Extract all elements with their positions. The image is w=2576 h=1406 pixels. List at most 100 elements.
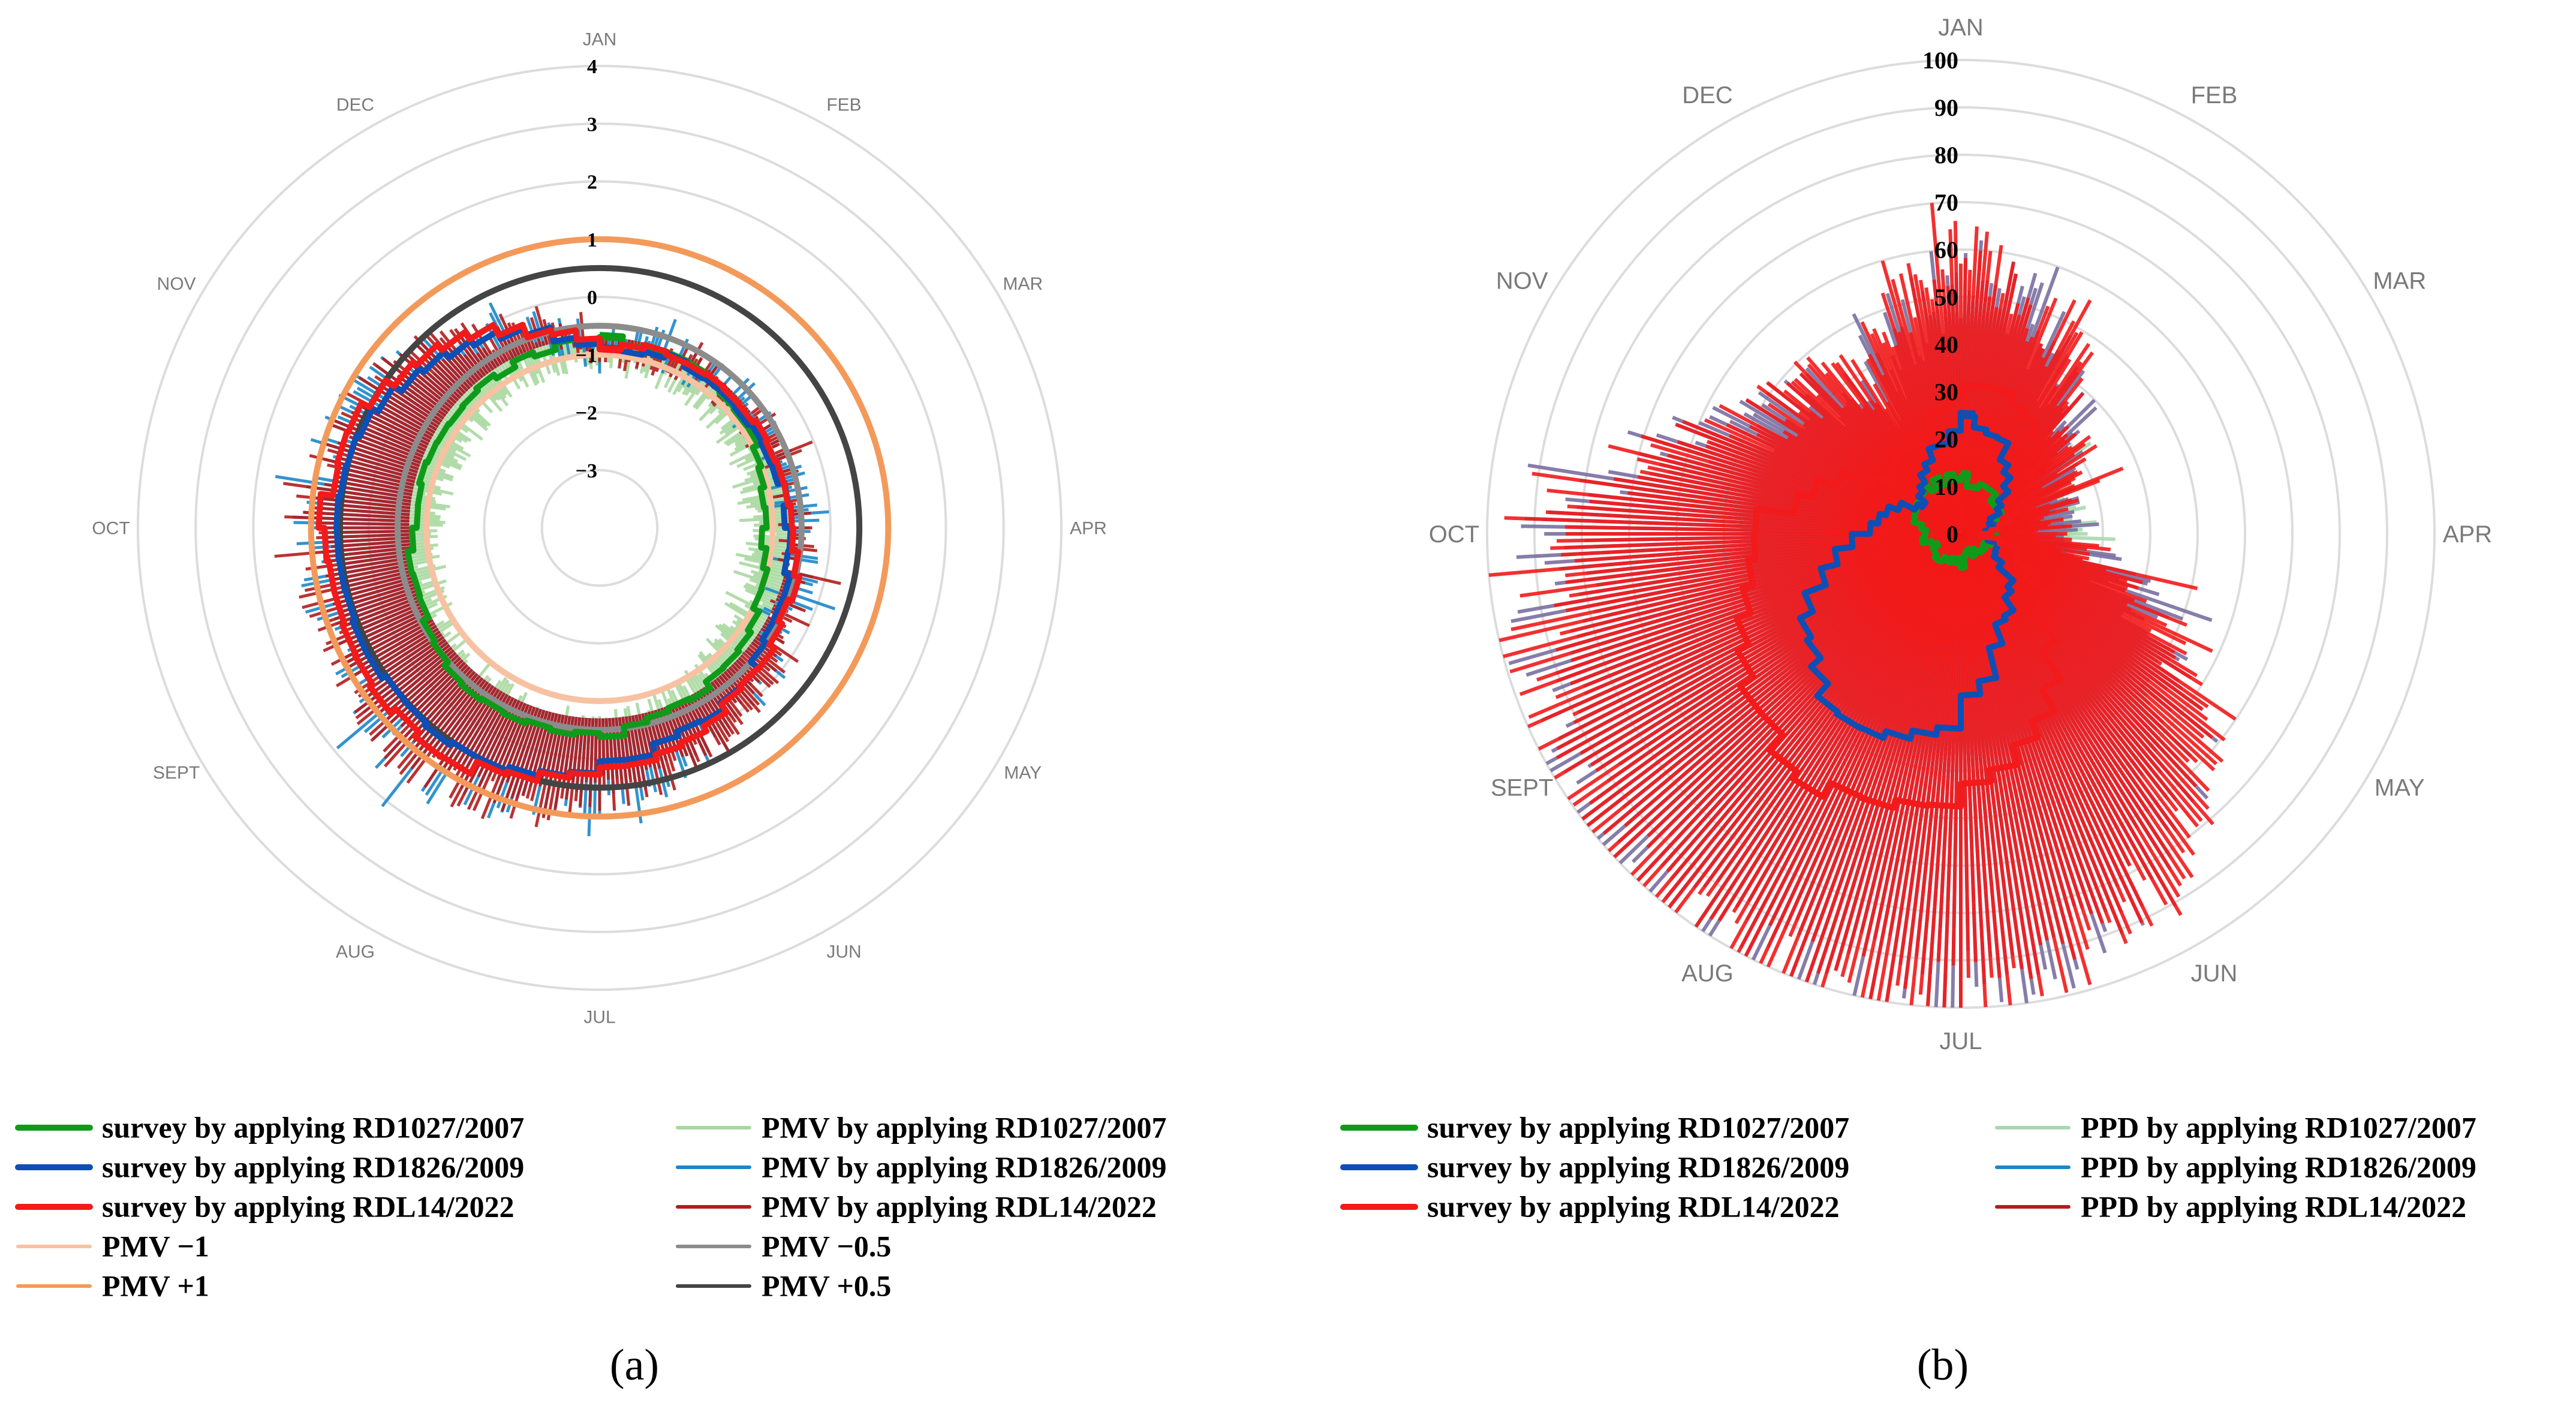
panel-a-bar <box>413 564 419 569</box>
panel-b-r-tick-label: 70 <box>1934 189 1958 216</box>
legend-item-survey-by-applying-rdl14-2022: survey by applying RDL14/2022 <box>15 1190 514 1224</box>
panel-a-bar <box>431 681 489 759</box>
panel-b-r-tick-label: 100 <box>1922 47 1958 74</box>
panel-a-bar <box>762 602 773 610</box>
panel-b-radar-chart: 1009080706050403020100JANFEBMARAPRMAYJUN… <box>1429 14 2492 1054</box>
panel-a-month-label-oct: OCT <box>92 519 130 539</box>
panel-a-bar <box>541 341 546 346</box>
legend-item-survey-by-applying-rd1027-2007: survey by applying RD1027/2007 <box>15 1111 524 1144</box>
panel-a-bar <box>758 569 784 579</box>
legend-item-pmv-0-5: PMV −0.5 <box>676 1230 891 1263</box>
legend-label: survey by applying RD1027/2007 <box>1427 1111 1849 1144</box>
panel-a-r-tick-label: 2 <box>587 172 597 194</box>
legend-label: PPD by applying RDL14/2022 <box>2081 1190 2466 1224</box>
panel-a-bar <box>744 402 749 407</box>
panel-a-ref-pmv-0-5 <box>395 323 805 733</box>
panel-a-bar <box>486 677 492 683</box>
legend-label: survey by applying RDL14/2022 <box>1427 1190 1840 1224</box>
panel-a-bar <box>330 612 431 666</box>
panel-a-bar <box>435 620 445 627</box>
legend-item-survey-by-applying-rd1826-2009: survey by applying RD1826/2009 <box>15 1150 524 1184</box>
panel-a-bar <box>318 530 410 534</box>
panel-a-bar <box>763 606 772 613</box>
panel-a-bar <box>670 689 679 703</box>
panel-a-bar <box>790 518 820 523</box>
panel-a-month-label-jan: JAN <box>583 30 617 50</box>
panel-a-bar <box>342 390 432 440</box>
panel-a-gridline-7 <box>540 468 659 587</box>
panel-a-bar <box>788 552 818 560</box>
legend-label: PMV by applying RD1027/2007 <box>762 1111 1167 1144</box>
panel-a-label: (a) <box>610 1341 659 1390</box>
panel-a-bar <box>693 358 699 364</box>
panel-b-series-survey-by-applying-rd1826-2009 <box>1796 410 2017 742</box>
panel-a-bar <box>323 603 426 653</box>
panel-a-bar <box>309 582 418 618</box>
panel-a-month-label-feb: FEB <box>826 95 861 115</box>
panel-a-bar <box>453 639 467 652</box>
legend-label: PPD by applying RD1826/2009 <box>2081 1150 2476 1184</box>
panel-a-month-label-may: MAY <box>1004 763 1042 783</box>
panel-a-bar <box>429 602 453 616</box>
panel-b-month-label-may: MAY <box>2375 775 2425 801</box>
panel-a-gridline-0 <box>137 65 1063 991</box>
panel-a-series-survey-by-applying-rd1027-2007 <box>404 332 771 740</box>
panel-a-r-tick-label: −2 <box>576 402 597 425</box>
panel-a-bar <box>657 699 663 709</box>
panel-a-bar <box>497 677 507 690</box>
panel-b-series-ppd-by-applying-rdl14-2022 <box>1488 203 2237 1008</box>
panel-a-gridline-2 <box>252 180 947 876</box>
panel-b-month-label-apr: APR <box>2443 521 2492 548</box>
panel-a-bar <box>411 554 440 563</box>
panel-a-bar <box>305 552 411 571</box>
panel-b-r-tick-label: 10 <box>1934 473 1958 500</box>
panel-a-bar <box>325 600 425 645</box>
panel-a-radar-chart: 4 3 2 1 0 −1 −2 −3 JAN FEB MAR APR MAY JUN JUL AUG SEPT O… <box>92 30 1107 1028</box>
panel-b-r-tick-label: 80 <box>1934 142 1958 169</box>
panel-a-bar <box>446 631 462 644</box>
panel-a-bar <box>441 632 445 636</box>
panel-a-bar <box>375 649 455 717</box>
panel-a-month-label-jul: JUL <box>583 1008 615 1028</box>
panel-a-bar <box>284 515 410 523</box>
panel-a-ref-pmv-1 <box>308 236 892 820</box>
panel-a-bar <box>423 597 432 604</box>
panel-a-bar <box>346 615 432 664</box>
panel-a-bar <box>742 395 752 404</box>
panel-a-bar <box>775 440 813 458</box>
legend-item-ppd-by-applying-rd1027-2007: PPD by applying RD1027/2007 <box>1995 1111 2476 1144</box>
panel-a-bar <box>309 453 416 483</box>
panel-a-bar <box>741 401 745 405</box>
panel-a-r-tick-label: −1 <box>576 344 597 366</box>
panel-b-r-tick-label: 60 <box>1934 236 1958 263</box>
panel-a-month-label-sept: SEPT <box>153 763 200 783</box>
panel-a-series-survey-by-applying-rdl14-2022 <box>315 322 803 784</box>
panel-a-bar <box>503 683 511 694</box>
panel-a-bar <box>753 409 762 417</box>
panel-a-r-tick-label: −3 <box>576 460 597 482</box>
legend-item-survey-by-applying-rdl14-2022: survey by applying RDL14/2022 <box>1340 1190 1840 1224</box>
panel-a-bar <box>419 579 447 591</box>
panel-a-bar <box>505 683 514 696</box>
panel-a-bar <box>715 375 719 379</box>
panel-a-bar <box>735 659 761 683</box>
panel-a-bar <box>613 709 618 718</box>
panel-a-r-tick-label: 3 <box>587 113 597 136</box>
legend-panel-b: survey by applying RD1027/2007 survey by … <box>1340 1111 2476 1224</box>
panel-b-month-label-sept: SEPT <box>1491 775 1553 801</box>
panel-a-bar <box>529 340 536 350</box>
panel-b-r-tick-label: 90 <box>1934 94 1958 121</box>
panel-a-bar <box>494 680 502 689</box>
panel-a-bar <box>652 694 660 710</box>
legend-label: survey by applying RD1826/2009 <box>1427 1150 1849 1184</box>
panel-a-month-label-nov: NOV <box>157 274 196 294</box>
panel-a-bar <box>418 580 434 588</box>
panel-a-month-label-jun: JUN <box>826 942 861 962</box>
panel-a-bar <box>740 396 746 402</box>
panel-a-bar <box>682 685 691 697</box>
legend-label: survey by applying RD1826/2009 <box>102 1150 524 1184</box>
panel-a-bar <box>509 710 546 819</box>
panel-a-bar <box>647 698 654 712</box>
legend-label: PMV −1 <box>102 1230 209 1263</box>
